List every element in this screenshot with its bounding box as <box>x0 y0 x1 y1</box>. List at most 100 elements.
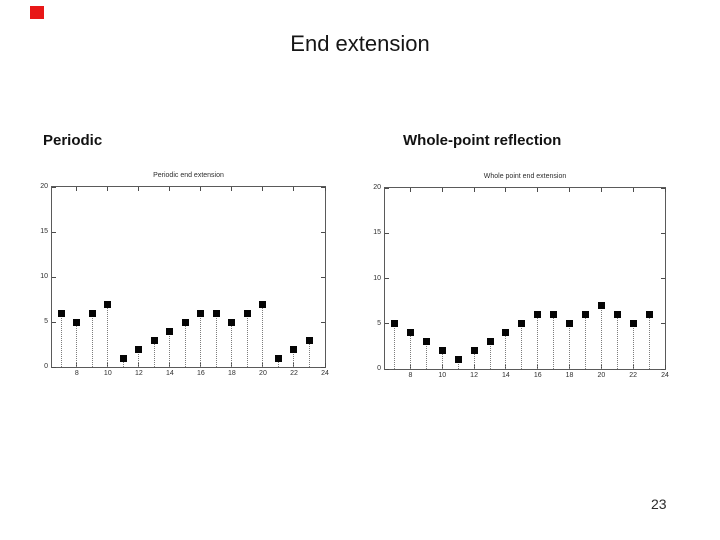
data-point-marker <box>290 345 298 353</box>
stem-line <box>537 314 539 369</box>
data-point-marker <box>422 338 430 346</box>
data-point-marker <box>597 302 605 310</box>
x-axis-tick <box>632 188 634 192</box>
x-tick-label: 12 <box>470 372 478 379</box>
stem-line <box>293 349 295 367</box>
y-tick-label: 10 <box>373 274 381 282</box>
x-axis-tick <box>600 188 602 192</box>
data-point-marker <box>550 311 558 319</box>
data-point-marker <box>518 320 526 328</box>
chart-periodic-end-extension: Periodic end extension 0 5 10 15 20 8 10 12 14 16 1… <box>40 172 329 377</box>
y-axis-tick <box>52 186 56 188</box>
x-tick-label: 10 <box>438 372 447 379</box>
stem-line <box>648 314 650 369</box>
y-axis-tick <box>52 276 56 278</box>
stem-line <box>107 304 109 367</box>
stem-line <box>457 359 459 369</box>
y-axis-tick <box>385 187 389 189</box>
y-tick-label: 10 <box>40 273 48 280</box>
stem-line <box>138 349 140 367</box>
x-axis-tick <box>324 187 326 191</box>
y-tick-label: 0 <box>377 365 381 372</box>
y-axis-tick <box>321 231 325 233</box>
chart-title: Whole point end extension <box>483 173 567 180</box>
data-point-marker <box>581 311 589 319</box>
y-tick-label: 5 <box>44 318 48 325</box>
y-axis-tick <box>661 368 665 370</box>
stem-line <box>394 323 396 369</box>
data-point-marker <box>438 347 446 355</box>
y-axis-tick <box>385 232 389 234</box>
data-point-marker <box>305 336 313 344</box>
y-tick-label: 20 <box>373 184 381 191</box>
y-tick-label: 20 <box>40 183 48 190</box>
data-point-marker <box>197 309 205 317</box>
data-point-marker <box>119 354 127 362</box>
x-axis-tick <box>473 188 475 192</box>
x-axis-tick <box>664 365 666 369</box>
red-square-marker <box>30 6 44 19</box>
data-point-marker <box>470 347 478 355</box>
data-point-marker <box>243 309 251 317</box>
x-axis-tick <box>441 188 443 192</box>
stem-line <box>184 322 186 367</box>
y-axis-tick <box>52 321 56 323</box>
stem-line <box>600 305 602 369</box>
y-tick-label: 15 <box>40 228 48 235</box>
y-axis-tick <box>385 323 389 325</box>
data-point-marker <box>391 320 399 328</box>
data-point-marker <box>181 318 189 326</box>
x-axis-tick <box>169 187 171 191</box>
x-axis-tick <box>505 188 507 192</box>
data-point-marker <box>406 329 414 337</box>
x-tick-label: 18 <box>228 370 236 377</box>
stem-line <box>246 313 248 367</box>
y-axis-tick <box>321 366 325 368</box>
data-point-marker <box>613 311 621 319</box>
stem-line <box>425 341 427 369</box>
data-point-marker <box>166 327 174 335</box>
stem-line <box>632 323 634 369</box>
data-point-marker <box>73 318 81 326</box>
data-point-marker <box>104 300 112 308</box>
data-point-marker <box>645 311 653 319</box>
y-axis-tick <box>661 232 665 234</box>
stem-line <box>153 340 155 367</box>
x-axis-tick <box>138 187 140 191</box>
x-tick-label: 10 <box>103 370 112 377</box>
label-periodic: Periodic <box>43 132 103 149</box>
x-tick-label: 22 <box>290 370 298 377</box>
data-point-marker <box>486 338 494 346</box>
x-axis-tick <box>324 363 326 367</box>
stem-line <box>262 304 264 367</box>
y-axis-tick <box>661 278 665 279</box>
chart-whole-point-end-extension: Whole point end extension 0 5 10 15 20 8 10 12 14… <box>373 173 669 379</box>
x-axis-tick <box>76 187 78 191</box>
data-point-marker <box>566 320 574 328</box>
stem-line <box>76 322 78 367</box>
y-axis-tick <box>385 278 389 279</box>
x-axis-tick <box>107 187 109 191</box>
y-axis-tick <box>661 187 665 189</box>
x-axis-tick <box>569 188 571 192</box>
data-point-marker <box>454 356 462 364</box>
data-point-marker <box>88 309 96 317</box>
data-point-marker <box>150 336 158 344</box>
x-tick-label: 14 <box>165 370 174 377</box>
stem-line <box>616 314 618 369</box>
x-axis-tick <box>262 187 264 191</box>
x-tick-label: 16 <box>197 370 205 377</box>
x-axis-tick <box>293 187 295 191</box>
data-point-marker <box>57 309 65 317</box>
data-point-marker <box>259 300 267 308</box>
x-tick-label: 18 <box>565 372 574 379</box>
data-point-marker <box>502 329 510 337</box>
x-axis-tick <box>537 188 539 192</box>
stem-line <box>521 323 523 369</box>
x-tick-label: 20 <box>597 372 606 379</box>
stem-line <box>60 313 62 367</box>
x-axis-tick <box>200 187 202 191</box>
y-tick-label: 5 <box>377 319 381 327</box>
data-point-marker <box>212 309 220 317</box>
